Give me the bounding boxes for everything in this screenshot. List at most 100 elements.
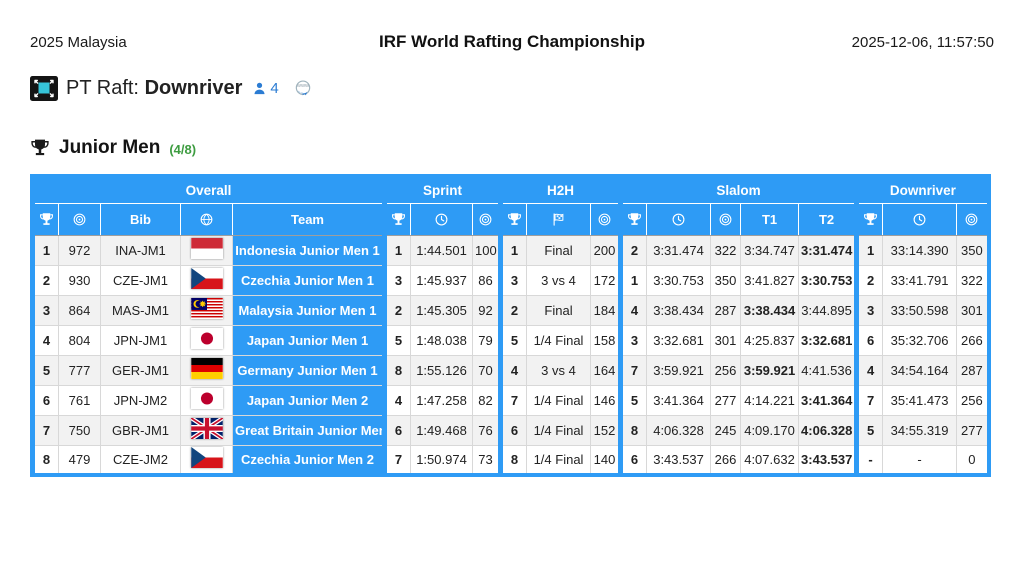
- overall-rank: 2: [30, 264, 59, 296]
- www-globe-icon[interactable]: WWW: [293, 79, 313, 99]
- race-flag-icon: [526, 202, 592, 236]
- flag-cell: [180, 294, 233, 326]
- person-icon: [254, 82, 265, 95]
- slalom-points: 245: [710, 414, 742, 446]
- slalom-rank: 2: [618, 234, 648, 266]
- expand-icon[interactable]: [30, 76, 58, 101]
- flag-japan: [190, 388, 223, 409]
- team-name: Japan Junior Men 1: [231, 324, 386, 356]
- slalom-time: 3:32.681: [646, 324, 712, 356]
- h2h-points: 172: [590, 264, 622, 296]
- downriver-time: 33:14.390: [882, 234, 958, 266]
- bib: CZE-JM1: [100, 264, 181, 296]
- sprint-rank: 4: [382, 384, 412, 416]
- flag-cell: [180, 444, 233, 476]
- overall-rank: 3: [30, 294, 59, 326]
- overall-points: 930: [58, 264, 101, 296]
- group-header-row: Overall Sprint H2H Slalom Downriver: [29, 175, 990, 204]
- sprint-time: 1:45.305: [410, 294, 474, 326]
- team-name: Czechia Junior Men 1: [231, 264, 386, 296]
- team-name: Japan Junior Men 2: [231, 384, 386, 416]
- sprint-points: 79: [472, 324, 502, 356]
- trophy-icon: [30, 138, 50, 158]
- downriver-time: 35:41.473: [882, 384, 958, 416]
- flag-cell: [180, 264, 233, 296]
- slalom-t2: 3:43.537: [798, 444, 858, 476]
- h2h-stage: Final: [526, 234, 592, 266]
- sprint-points: 73: [472, 444, 502, 476]
- h2h-stage: 1/4 Final: [526, 444, 592, 476]
- sprint-points: 82: [472, 384, 502, 416]
- downriver-rank: -: [854, 444, 884, 476]
- team-name: Germany Junior Men 1: [231, 354, 386, 386]
- sprint-points: 76: [472, 414, 502, 446]
- slalom-time: 3:38.434: [646, 294, 712, 326]
- flag-japan: [190, 328, 223, 349]
- results-table: Overall Sprint H2H Slalom Downriver Bib …: [29, 174, 991, 477]
- bib: GER-JM1: [100, 354, 181, 386]
- slalom-points: 301: [710, 324, 742, 356]
- downriver-points: 266: [956, 324, 990, 356]
- slalom-t2: 3:31.474: [798, 234, 858, 266]
- downriver-time: -: [882, 444, 958, 476]
- group-slalom: Slalom: [618, 175, 858, 204]
- sprint-rank: 3: [382, 264, 412, 296]
- table-row: 7 750 GBR-JM1 Great Britain Junior Men 1…: [30, 414, 990, 446]
- table-row: 5 777 GER-JM1 Germany Junior Men 1 8 1:5…: [30, 354, 990, 386]
- discipline-bar: PT Raft: Downriver 4 WWW: [30, 76, 994, 101]
- top-header: 2025 Malaysia IRF World Rafting Champion…: [30, 32, 994, 52]
- rank-icon: [618, 202, 648, 236]
- slalom-rank: 7: [618, 354, 648, 386]
- page: 2025 Malaysia IRF World Rafting Champion…: [0, 32, 1024, 477]
- bib: GBR-JM1: [100, 414, 181, 446]
- h2h-rank: 5: [498, 324, 528, 356]
- overall-rank: 8: [30, 444, 59, 476]
- slalom-t2: 3:44.895: [798, 294, 858, 326]
- group-sprint: Sprint: [382, 175, 502, 204]
- sprint-rank: 7: [382, 444, 412, 476]
- slalom-points: 277: [710, 384, 742, 416]
- flag-cell: [180, 414, 233, 446]
- bib: MAS-JM1: [100, 294, 181, 326]
- h2h-stage: 1/4 Final: [526, 414, 592, 446]
- slalom-points: 350: [710, 264, 742, 296]
- downriver-rank: 3: [854, 294, 884, 326]
- slalom-rank: 6: [618, 444, 648, 476]
- category-title: Junior Men: [59, 137, 161, 158]
- points-icon: [472, 202, 502, 236]
- rank-icon: [30, 202, 59, 236]
- sprint-time: 1:47.258: [410, 384, 474, 416]
- overall-points: 972: [58, 234, 101, 266]
- slalom-t1: 3:38.434: [740, 294, 800, 326]
- page-title: IRF World Rafting Championship: [379, 32, 645, 51]
- slalom-time: 3:30.753: [646, 264, 712, 296]
- slalom-t1: 4:09.170: [740, 414, 800, 446]
- downriver-points: 277: [956, 414, 990, 446]
- slalom-time: 3:59.921: [646, 354, 712, 386]
- slalom-rank: 8: [618, 414, 648, 446]
- discipline-prefix: PT Raft:: [66, 77, 139, 99]
- sprint-time: 1:55.126: [410, 354, 474, 386]
- downriver-rank: 1: [854, 234, 884, 266]
- slalom-t1: 3:59.921: [740, 354, 800, 386]
- overall-points: 864: [58, 294, 101, 326]
- table-row: 1 972 INA-JM1 Indonesia Junior Men 1 1 1…: [30, 234, 990, 266]
- bib: JPN-JM2: [100, 384, 181, 416]
- overall-points: 750: [58, 414, 101, 446]
- sprint-rank: 5: [382, 324, 412, 356]
- slalom-t1: 4:25.837: [740, 324, 800, 356]
- time-icon: [410, 202, 474, 236]
- downriver-rank: 2: [854, 264, 884, 296]
- h2h-points: 158: [590, 324, 622, 356]
- downriver-time: 35:32.706: [882, 324, 958, 356]
- slalom-rank: 5: [618, 384, 648, 416]
- t1-header: T1: [740, 202, 800, 236]
- flag-malaysia: [190, 298, 223, 319]
- team-name: Czechia Junior Men 2: [231, 444, 386, 476]
- table-row: 4 804 JPN-JM1 Japan Junior Men 1 5 1:48.…: [30, 324, 990, 356]
- bib: INA-JM1: [100, 234, 181, 266]
- slalom-points: 256: [710, 354, 742, 386]
- overall-rank: 7: [30, 414, 59, 446]
- h2h-points: 184: [590, 294, 622, 326]
- slalom-t1: 3:41.827: [740, 264, 800, 296]
